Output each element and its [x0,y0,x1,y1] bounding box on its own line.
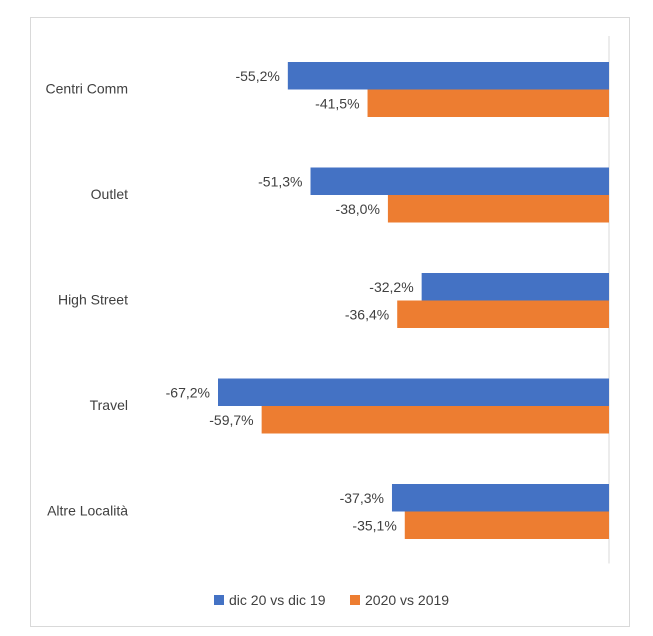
data-label: -51,3% [258,173,302,189]
category-label: Outlet [91,186,128,202]
bar-series2 [367,89,609,117]
data-label: -38,0% [336,201,380,217]
legend-swatch [350,595,360,605]
data-label: -37,3% [340,490,384,506]
bar-series1 [287,62,609,90]
category-label: Centri Comm [46,81,128,97]
bar-series2 [387,195,609,223]
bar-series1 [310,167,609,195]
bar-series2 [261,406,609,434]
data-label: -36,4% [345,306,389,322]
data-label: -41,5% [315,95,359,111]
bar-series1 [391,484,609,512]
legend-label: dic 20 vs dic 19 [229,592,326,608]
data-label: -67,2% [166,384,210,400]
legend: dic 20 vs dic 19 2020 vs 2019 [214,592,449,608]
data-label: -35,1% [352,517,396,533]
bar-series2 [404,511,609,539]
labels-layer: Centri Comm -55,2% -41,5% Outlet -51,3% -38,0… [46,68,414,534]
data-label: -55,2% [235,68,279,84]
data-label: -59,7% [209,412,253,428]
category-label: Altre Località [47,503,128,519]
bar-series1 [218,378,609,406]
data-label: -32,2% [369,279,413,295]
legend-label: 2020 vs 2019 [365,592,449,608]
bar-series1 [421,273,609,301]
category-label: High Street [58,292,128,308]
category-label: Travel [90,397,128,413]
bars-layer [218,36,610,564]
bar-series2 [397,300,609,328]
legend-swatch [214,595,224,605]
